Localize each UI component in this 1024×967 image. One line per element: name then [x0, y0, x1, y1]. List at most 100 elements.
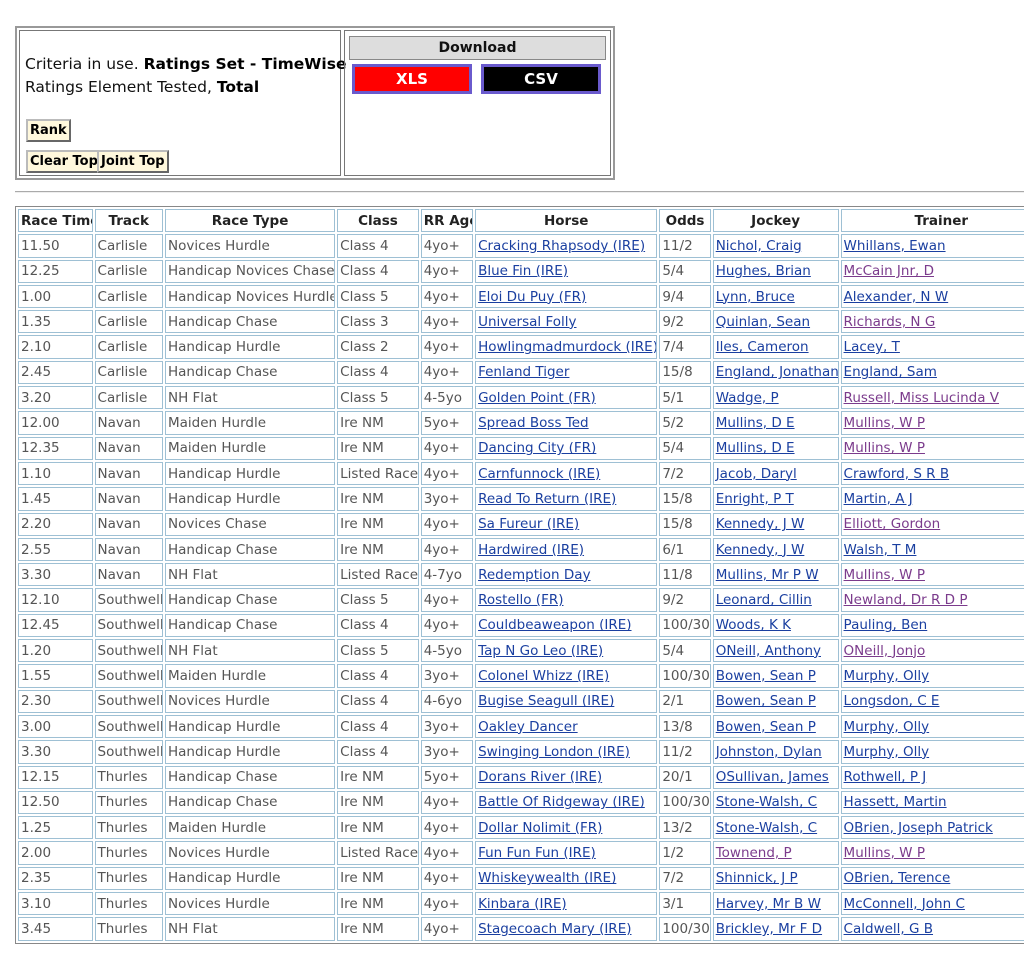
cell-link[interactable]: Shinnick, J P	[715, 870, 798, 887]
cell-link[interactable]: Rostello (FR)	[478, 592, 564, 609]
cell-link[interactable]: Stone-Walsh, C	[715, 794, 818, 811]
table-cell: Stagecoach Mary (IRE)	[475, 917, 658, 941]
cell-link[interactable]: Bowen, Sean P	[715, 667, 816, 684]
cell-link[interactable]: Blue Fin (IRE)	[478, 263, 569, 280]
cell-link[interactable]: Rothwell, P J	[843, 769, 927, 786]
cell-link[interactable]: Read To Return (IRE)	[478, 490, 617, 507]
cell-link[interactable]: England, Sam	[843, 364, 937, 381]
cell-link[interactable]: Mullins, D E	[715, 415, 795, 432]
cell-link[interactable]: Elliott, Gordon	[843, 516, 941, 533]
cell-link[interactable]: Pauling, Ben	[843, 617, 928, 634]
cell-link[interactable]: Spread Boss Ted	[478, 415, 589, 432]
cell-link[interactable]: Battle Of Ridgeway (IRE)	[478, 794, 645, 811]
cell-link[interactable]: Carnfunnock (IRE)	[478, 465, 601, 482]
cell-link[interactable]: Couldbeaweapon (IRE)	[478, 617, 632, 634]
cell-link[interactable]: England, Jonathan	[715, 364, 839, 381]
cell-link[interactable]: Quinlan, Sean	[715, 313, 811, 330]
cell-link[interactable]: Kinbara (IRE)	[478, 895, 567, 912]
cell-link[interactable]: Russell, Miss Lucinda V	[843, 389, 1000, 406]
cell-link[interactable]: Murphy, Olly	[843, 667, 930, 684]
cell-link[interactable]: Richards, N G	[843, 313, 936, 330]
cell-link[interactable]: Crawford, S R B	[843, 465, 950, 482]
table-cell: 4yo+	[420, 866, 474, 891]
cell-link[interactable]: Tap N Go Leo (IRE)	[478, 642, 604, 659]
cell-link[interactable]: Universal Folly	[478, 313, 577, 330]
cell-link[interactable]: Mullins, W P	[843, 440, 925, 457]
cell-link[interactable]: OBrien, Terence	[843, 870, 951, 887]
joint-top-button[interactable]: Joint Top	[97, 150, 169, 173]
cell-link[interactable]: Jacob, Daryl	[715, 465, 797, 482]
clear-top-button[interactable]: Clear Top	[26, 150, 102, 173]
cell-link[interactable]: Colonel Whizz (IRE)	[478, 667, 610, 684]
cell-link[interactable]: Johnston, Dylan	[715, 743, 822, 760]
cell-link[interactable]: Cracking Rhapsody (IRE)	[478, 237, 646, 254]
cell-link[interactable]: Fun Fun Fun (IRE)	[478, 845, 596, 862]
cell-link[interactable]: Iles, Cameron	[715, 339, 809, 356]
cell-link[interactable]: Leonard, Cillin	[715, 592, 812, 609]
cell-link[interactable]: Redemption Day	[478, 566, 591, 583]
race-row: 3.10 Thurles Novices Hurdle Ire NM 4yo+ Kinba…	[18, 892, 1024, 916]
cell-link[interactable]: Howlingmadmurdock (IRE)	[478, 339, 658, 356]
cell-link[interactable]: Mullins, W P	[843, 845, 925, 862]
cell-link[interactable]: McConnell, John C	[843, 895, 965, 912]
table-cell: 4yo+	[420, 234, 474, 258]
cell-link[interactable]: Woods, K K	[715, 617, 791, 634]
cell-link[interactable]: Murphy, Olly	[843, 718, 930, 735]
table-cell: 3yo+	[420, 487, 474, 511]
cell-link[interactable]: Longsdon, C E	[843, 693, 940, 710]
cell-link[interactable]: Alexander, N W	[843, 288, 949, 305]
cell-link[interactable]: Bowen, Sean P	[715, 718, 816, 735]
cell-link[interactable]: Bowen, Sean P	[715, 693, 816, 710]
cell-link[interactable]: Stagecoach Mary (IRE)	[478, 920, 632, 937]
cell-link[interactable]: OBrien, Joseph Patrick	[843, 819, 993, 836]
cell-link[interactable]: Harvey, Mr B W	[715, 895, 821, 912]
cell-link[interactable]: Sa Fureur (IRE)	[478, 516, 580, 533]
cell-link[interactable]: Walsh, T M	[843, 541, 917, 558]
cell-link[interactable]: Hassett, Martin	[843, 794, 947, 811]
cell-link[interactable]: Townend, P	[715, 845, 792, 862]
cell-link[interactable]: Hughes, Brian	[715, 263, 811, 280]
cell-link[interactable]: Enright, P T	[715, 490, 794, 507]
cell-link[interactable]: Whiskeywealth (IRE)	[478, 870, 617, 887]
cell-link[interactable]: Hardwired (IRE)	[478, 541, 585, 558]
cell-link[interactable]: ONeill, Jonjo	[843, 642, 926, 659]
xls-button[interactable]: XLS	[352, 64, 472, 94]
cell-link[interactable]: Kennedy, J W	[715, 541, 805, 558]
cell-link[interactable]: Murphy, Olly	[843, 743, 930, 760]
cell-link[interactable]: Wadge, P	[715, 389, 779, 406]
cell-link[interactable]: Mullins, D E	[715, 440, 795, 457]
cell-link[interactable]: Caldwell, G B	[843, 920, 934, 937]
rank-button[interactable]: Rank	[26, 119, 71, 142]
cell-link[interactable]: Mullins, W P	[843, 566, 925, 583]
cell-link[interactable]: Lacey, T	[843, 339, 900, 356]
race-row: 12.10 Southwell Handicap Chase Class 5 4yo+ R…	[18, 588, 1024, 612]
cell-link[interactable]: Whillans, Ewan	[843, 237, 946, 254]
cell-link[interactable]: Swinging London (IRE)	[478, 743, 630, 760]
table-cell: 3.20	[18, 386, 93, 410]
cell-link[interactable]: Mullins, W P	[843, 415, 925, 432]
table-cell: Ire NM	[337, 917, 419, 941]
cell-link[interactable]: Mullins, Mr P W	[715, 566, 819, 583]
cell-link[interactable]: Lynn, Bruce	[715, 288, 795, 305]
cell-link[interactable]: OSullivan, James	[715, 769, 829, 786]
cell-link[interactable]: Fenland Tiger	[478, 364, 570, 381]
table-cell: NH Flat	[164, 563, 336, 587]
cell-link[interactable]: Brickley, Mr F D	[715, 920, 823, 937]
cell-link[interactable]: Newland, Dr R D P	[843, 592, 968, 609]
cell-link[interactable]: Stone-Walsh, C	[715, 819, 818, 836]
cell-link[interactable]: Oakley Dancer	[478, 718, 578, 735]
cell-link[interactable]: Nichol, Craig	[715, 237, 802, 254]
cell-link[interactable]: Martin, A J	[843, 490, 913, 507]
cell-link[interactable]: Bugise Seagull (IRE)	[478, 693, 615, 710]
table-cell: Sa Fureur (IRE)	[475, 512, 658, 536]
cell-link[interactable]: McCain Jnr, D	[843, 263, 934, 280]
cell-link[interactable]: Eloi Du Puy (FR)	[478, 288, 587, 305]
cell-link[interactable]: Dollar Nolimit (FR)	[478, 819, 603, 836]
cell-link[interactable]: Dorans River (IRE)	[478, 769, 603, 786]
cell-link[interactable]: Golden Point (FR)	[478, 389, 596, 406]
table-cell: Blue Fin (IRE)	[475, 259, 658, 283]
cell-link[interactable]: Dancing City (FR)	[478, 440, 597, 457]
csv-button[interactable]: CSV	[481, 64, 601, 94]
cell-link[interactable]: Kennedy, J W	[715, 516, 805, 533]
cell-link[interactable]: ONeill, Anthony	[715, 642, 821, 659]
